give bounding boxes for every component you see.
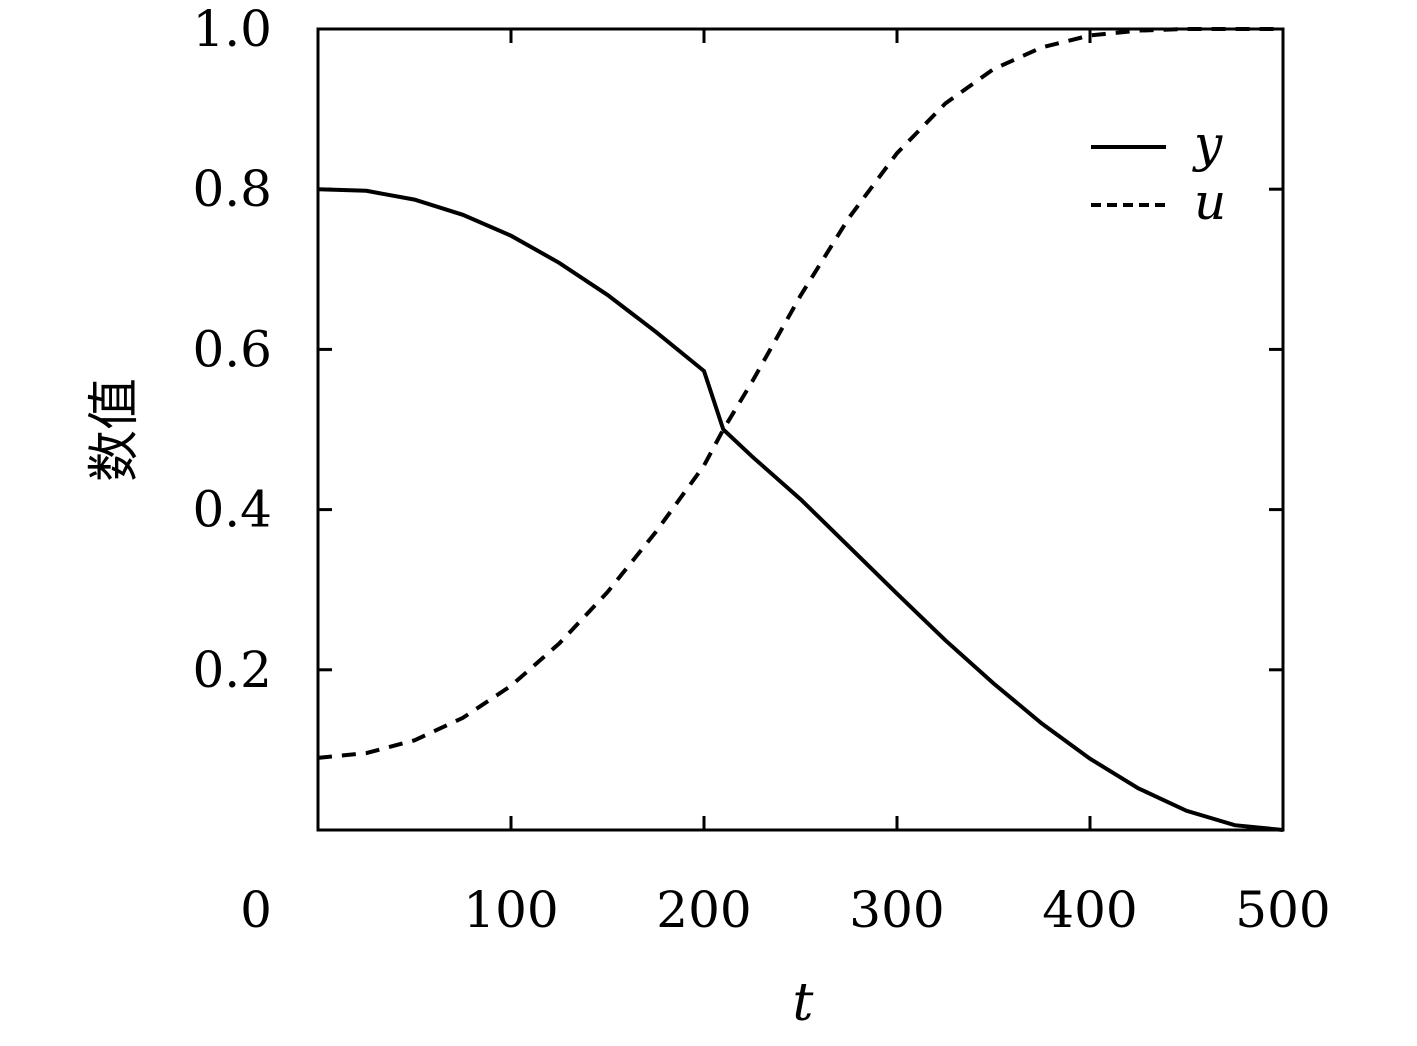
series-line-y bbox=[317, 187, 1284, 832]
y-tick-label: 0.2 bbox=[192, 641, 272, 699]
x-tick-label: 400 bbox=[1042, 881, 1137, 939]
legend-label-u: u bbox=[1194, 173, 1226, 231]
ticks-layer: 0 100 200 300 400 500 0.2 0.4 0.6 0.8 1.0 bbox=[192, 0, 1330, 939]
series-layer bbox=[317, 27, 1284, 832]
series-line-u bbox=[317, 27, 1283, 760]
y-tick-label: 1.0 bbox=[192, 0, 272, 58]
x-tick-label: 200 bbox=[656, 881, 751, 939]
y-tick-label: 0.4 bbox=[192, 481, 272, 539]
y-tick-label: 0.8 bbox=[192, 160, 272, 218]
plot-frame bbox=[316, 27, 1285, 832]
x-axis-label: t bbox=[793, 973, 814, 1033]
x-tick-label: 500 bbox=[1235, 881, 1330, 939]
y-tick-label: 0.6 bbox=[192, 320, 272, 378]
x-tick-label: 100 bbox=[463, 881, 558, 939]
y-axis-label: 数值 bbox=[85, 378, 145, 482]
x-tick-label: 0 bbox=[240, 881, 272, 939]
legend-label-y: y bbox=[1192, 115, 1223, 173]
x-tick-label: 300 bbox=[849, 881, 944, 939]
legend: yu bbox=[1091, 115, 1226, 231]
